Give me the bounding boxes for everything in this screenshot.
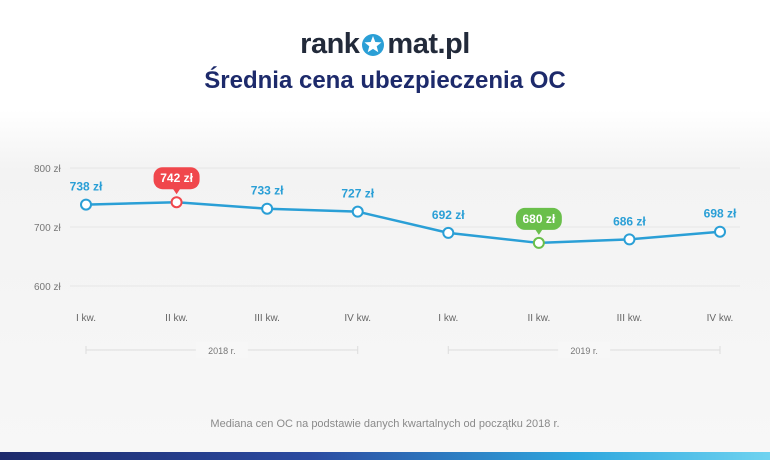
data-label: 742 zł [160, 171, 193, 185]
data-point [170, 196, 183, 209]
data-label: 727 zł [341, 187, 374, 201]
data-point [532, 236, 545, 249]
group-label-bg [195, 342, 248, 358]
data-point [80, 198, 92, 211]
x-tick-label: IV kw. [707, 313, 734, 324]
x-tick-label: III kw. [254, 313, 280, 324]
data-points [80, 196, 726, 249]
data-point [442, 226, 455, 239]
data-point [623, 233, 636, 246]
x-tick-label: III kw. [617, 313, 643, 324]
line-chart: 800 zł 700 zł 600 zł I kw. II kw. III kw. IV k… [34, 164, 740, 358]
data-point [351, 205, 364, 218]
data-label: 738 zł [70, 180, 103, 194]
brand-logo: rank mat.pl [0, 24, 770, 64]
star-icon [360, 31, 386, 57]
logo-text-left: rank [300, 27, 360, 60]
y-tick-label: 800 zł [34, 164, 61, 175]
series-polyline [85, 200, 721, 245]
group-label: 2019 r. [570, 346, 598, 356]
value-badge-pointer [534, 228, 543, 235]
axis-labels: 800 zł 700 zł 600 zł I kw. II kw. III kw. IV k… [34, 164, 733, 358]
data-labels: 738 zł 742 zł 733 zł 727 zł 692 zł 680 zł 686 … [70, 167, 737, 235]
series-line [85, 200, 721, 245]
data-label: 680 zł [523, 212, 556, 226]
data-point [261, 202, 274, 215]
data-point [714, 225, 726, 238]
x-tick-label: IV kw. [344, 313, 371, 324]
chart-title: Średnia cena ubezpieczenia OC [204, 67, 566, 94]
value-badge [153, 167, 200, 190]
y-tick-label: 700 zł [34, 223, 61, 234]
y-tick-label: 600 zł [34, 282, 61, 293]
x-tick-label: II kw. [527, 313, 550, 324]
group-label-bg [558, 342, 611, 358]
x-tick-label: I kw. [438, 313, 458, 324]
value-badge [515, 207, 562, 230]
logo-text-right: mat.pl [387, 27, 470, 60]
x-tick-label: I kw. [76, 313, 96, 324]
group-label: 2018 r. [208, 346, 236, 356]
value-badge-pointer [172, 188, 181, 195]
data-label: 692 zł [432, 208, 465, 222]
data-label: 686 zł [613, 214, 646, 228]
data-label: 698 zł [704, 207, 737, 221]
data-label: 733 zł [251, 184, 284, 198]
x-tick-label: II kw. [165, 313, 188, 324]
bottom-accent-bar [0, 452, 770, 460]
footnote: Mediana cen OC na podstawie danych kwart… [210, 418, 560, 430]
